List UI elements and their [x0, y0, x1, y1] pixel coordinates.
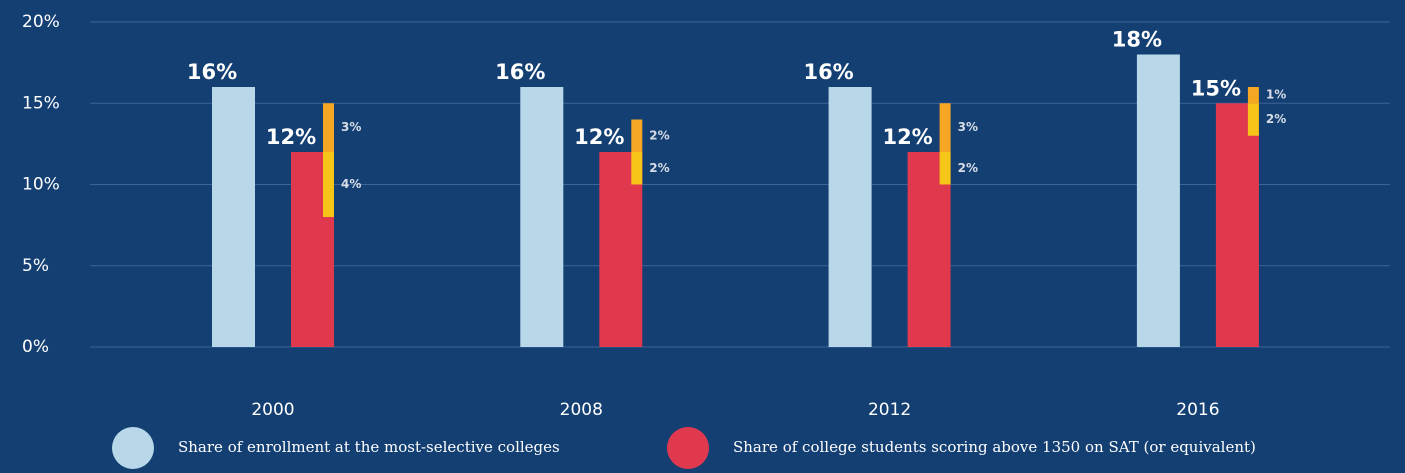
- adjustment-bar: [323, 103, 334, 152]
- y-tick-label: 15%: [22, 93, 60, 113]
- value-label: 12%: [882, 125, 932, 149]
- segment-label: 1%: [1266, 88, 1286, 102]
- value-label: 12%: [574, 125, 624, 149]
- x-tick-label: 2008: [560, 400, 603, 420]
- x-tick-label: 2016: [1176, 400, 1219, 420]
- adjustment-bar: [939, 103, 951, 152]
- segment-label: 2%: [649, 128, 669, 142]
- value-label: 18%: [1112, 28, 1162, 52]
- bar: [1136, 54, 1180, 347]
- y-tick-label: 5%: [22, 256, 49, 276]
- segment-label: 2%: [958, 161, 978, 175]
- segment-label: 2%: [649, 161, 669, 175]
- legend-label: Share of enrollment at the most-selectiv…: [178, 438, 560, 456]
- legend-label: Share of college students scoring above …: [733, 438, 1256, 456]
- adjustment-bar: [323, 152, 334, 217]
- bar: [212, 87, 255, 347]
- bar: [828, 87, 872, 347]
- segment-label: 4%: [341, 177, 361, 191]
- y-tick-label: 0%: [22, 337, 49, 357]
- adjustment-bar: [1247, 87, 1259, 104]
- segment-label: 3%: [341, 120, 361, 134]
- value-label: 15%: [1191, 76, 1241, 100]
- legend-swatch: [112, 427, 154, 469]
- adjustment-bar: [1247, 103, 1259, 136]
- adjustment-bar: [939, 152, 951, 185]
- x-tick-label: 2000: [251, 400, 294, 420]
- adjustment-bar: [631, 119, 643, 152]
- y-tick-label: 20%: [22, 12, 60, 32]
- bar: [520, 87, 564, 347]
- segment-label: 3%: [958, 120, 978, 134]
- x-tick-label: 2012: [868, 400, 911, 420]
- legend-swatch: [667, 427, 709, 469]
- value-label: 16%: [803, 60, 853, 84]
- value-label: 16%: [187, 60, 237, 84]
- value-label: 16%: [495, 60, 545, 84]
- y-tick-label: 10%: [22, 175, 60, 195]
- adjustment-bar: [631, 152, 643, 185]
- value-label: 12%: [266, 125, 316, 149]
- bar: [1215, 103, 1259, 347]
- segment-label: 2%: [1266, 112, 1286, 126]
